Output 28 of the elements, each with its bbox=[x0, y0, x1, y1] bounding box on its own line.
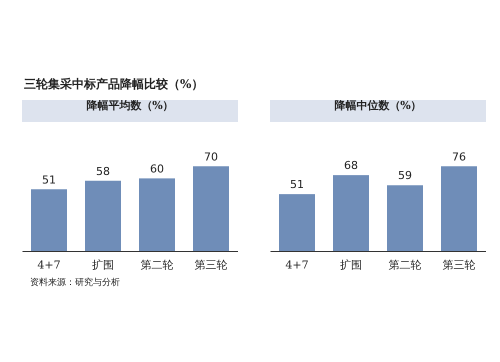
text: 资料来源：研究与分析 bbox=[30, 276, 120, 289]
bar bbox=[441, 166, 477, 251]
data-label: 76 bbox=[452, 150, 466, 164]
x-tick-label: 第二轮 bbox=[388, 258, 422, 272]
data-label: 70 bbox=[204, 150, 218, 164]
chart-title: 降幅中位数（%） bbox=[334, 99, 422, 112]
x-tick-label: 4+7 bbox=[37, 258, 61, 272]
bar bbox=[333, 175, 369, 251]
x-tick-label: 扩围 bbox=[92, 258, 114, 272]
data-label: 51 bbox=[290, 178, 304, 192]
bar bbox=[85, 180, 121, 251]
chart-title: 降幅平均数（%） bbox=[86, 99, 174, 112]
data-label: 60 bbox=[150, 162, 164, 176]
x-tick-label: 第二轮 bbox=[140, 258, 174, 272]
x-tick-label: 扩围 bbox=[340, 258, 362, 272]
data-label: 51 bbox=[42, 173, 56, 186]
data-label: 59 bbox=[398, 169, 412, 182]
x-tick-label: 第三轮 bbox=[442, 258, 476, 272]
bar bbox=[31, 189, 67, 251]
data-label: 68 bbox=[344, 159, 358, 172]
x-tick-label: 第三轮 bbox=[194, 258, 228, 272]
bar bbox=[387, 185, 423, 251]
bar bbox=[139, 178, 175, 251]
data-label: 58 bbox=[96, 164, 110, 178]
text: 三轮集采中标产品降幅比较（%） bbox=[24, 76, 204, 93]
x-tick-label: 4+7 bbox=[285, 258, 309, 272]
bar bbox=[193, 166, 229, 251]
bar bbox=[279, 194, 315, 251]
